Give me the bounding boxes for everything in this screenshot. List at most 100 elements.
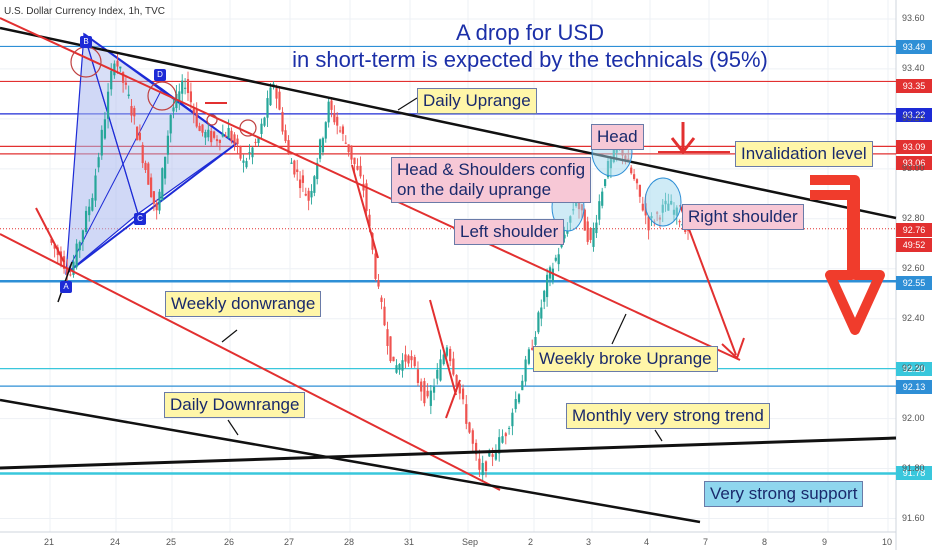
candle-body xyxy=(284,130,287,142)
candle-body xyxy=(281,111,284,132)
candle-body xyxy=(546,274,549,298)
candle-body xyxy=(75,243,78,268)
candle-body xyxy=(91,197,94,211)
candle-body xyxy=(136,126,139,141)
x-tick-label: 9 xyxy=(822,537,828,547)
candle-body xyxy=(186,79,190,94)
pattern-point-a: A xyxy=(60,281,72,293)
pointer-weekly-broke xyxy=(611,313,627,345)
projection-arrow-head xyxy=(721,337,745,360)
candle-body xyxy=(350,145,353,160)
candle-body xyxy=(429,390,432,406)
pointer-daily-downrange xyxy=(227,419,239,436)
candle-body xyxy=(374,253,377,279)
price-tag: 93.06 xyxy=(896,156,932,170)
candle-body xyxy=(316,162,319,180)
pattern-circle-small xyxy=(239,119,257,137)
candle-body xyxy=(251,147,254,158)
candle-body xyxy=(475,442,478,455)
candle-body xyxy=(103,119,107,139)
candle-body xyxy=(465,404,468,424)
x-tick-label: 2 xyxy=(528,537,534,547)
y-tick-label: 92.80 xyxy=(902,212,925,223)
candle-body xyxy=(386,329,389,346)
candle-body xyxy=(141,144,144,164)
candle-body xyxy=(484,461,488,471)
small-red-line-4 xyxy=(445,379,461,419)
symbol-header: U.S. Dollar Currency Index, 1h, TVC xyxy=(4,6,165,17)
candle-body xyxy=(336,116,339,126)
label-head-and-shoulders: Head & Shoulders config on the daily upr… xyxy=(391,157,592,203)
candle-body xyxy=(511,412,514,427)
candle-body xyxy=(420,381,423,392)
candle-body xyxy=(245,161,248,168)
candle-body xyxy=(260,123,263,134)
pattern-point-b: B xyxy=(80,36,92,48)
candle-body xyxy=(517,394,521,403)
candle-body xyxy=(327,101,330,123)
candle-body xyxy=(227,127,230,139)
candle-body xyxy=(201,124,204,133)
big-drop-arrow xyxy=(810,175,885,335)
candle-body xyxy=(169,115,172,134)
candle-body xyxy=(189,91,192,103)
candle-body xyxy=(557,254,560,265)
candle-body xyxy=(383,306,386,326)
candle-body xyxy=(531,347,534,350)
candle-body xyxy=(445,347,449,356)
candle-body xyxy=(254,141,257,143)
x-tick-label: 3 xyxy=(586,537,592,547)
candle-body xyxy=(416,369,420,383)
price-tag: 93.49 xyxy=(896,40,932,54)
candle-body xyxy=(452,358,455,375)
small-red-line-2 xyxy=(351,164,379,259)
candle-body xyxy=(488,451,491,457)
candle-body xyxy=(296,169,299,172)
candle-body xyxy=(589,228,592,240)
candle-body xyxy=(133,107,136,117)
candle-body xyxy=(224,135,227,138)
candle-body xyxy=(401,360,404,371)
candle-body xyxy=(439,359,442,381)
label-monthly-trend: Monthly very strong trend xyxy=(566,403,770,429)
candle-body xyxy=(498,437,501,454)
candle-body xyxy=(97,157,100,168)
x-tick-label: 31 xyxy=(404,537,415,547)
price-tag: 91.78 xyxy=(896,466,932,480)
candle-body xyxy=(166,135,169,155)
label-invalidation-level: Invalidation level xyxy=(735,141,873,167)
candle-body xyxy=(230,130,233,142)
candle-body xyxy=(62,256,66,269)
x-tick-label: 10 xyxy=(882,537,893,547)
x-tick-label: 26 xyxy=(224,537,235,547)
candle-body xyxy=(242,160,245,163)
candle-body xyxy=(540,307,543,319)
candle-body xyxy=(442,354,445,365)
candle-body xyxy=(537,312,540,333)
candle-body xyxy=(380,297,383,302)
candle-body xyxy=(504,433,507,437)
candle-body xyxy=(178,91,181,101)
candle-body xyxy=(195,109,198,127)
y-tick-label: 92.20 xyxy=(902,362,925,373)
candle-body xyxy=(164,156,167,179)
candle-body xyxy=(481,462,484,476)
candle-body xyxy=(630,167,633,174)
candle-body xyxy=(113,63,116,76)
candle-body xyxy=(218,139,221,143)
candle-body xyxy=(198,125,201,131)
y-tick-label: 93.00 xyxy=(902,162,925,173)
candle-body xyxy=(301,175,305,183)
candle-body xyxy=(53,244,56,249)
candle-body xyxy=(436,369,439,379)
monthly-trend-line xyxy=(0,436,897,470)
candle-body xyxy=(586,221,589,242)
price-tag: 92.13 xyxy=(896,380,932,394)
candle-body xyxy=(521,380,524,391)
candle-body xyxy=(152,191,155,204)
candle-body xyxy=(122,72,125,83)
candle-body xyxy=(72,261,75,275)
y-tick-label: 92.40 xyxy=(902,312,925,323)
candle-body xyxy=(468,422,471,433)
candle-body xyxy=(215,139,219,142)
